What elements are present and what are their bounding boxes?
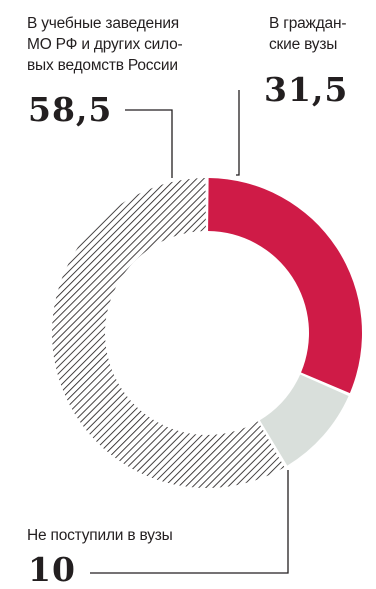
slice-value-civil: 31,5 — [264, 70, 349, 109]
label-line: Не поступили в вузы — [27, 527, 173, 544]
slice-value-military: 58,5 — [28, 90, 113, 129]
label-line: МО РФ и других сило- — [27, 36, 183, 53]
leader-line-military — [125, 109, 173, 178]
slice-label-military: В учебные заведения МО РФ и других сило-… — [27, 13, 183, 76]
leader-lines — [90, 90, 289, 574]
label-line: вых ведомств России — [27, 57, 178, 74]
label-line: ские вузы — [269, 36, 338, 53]
slice-civil — [208, 178, 362, 394]
leader-line-not-enrolled — [90, 470, 289, 574]
slice-not-enrolled — [259, 374, 349, 466]
slice-value-not-enrolled: 10 — [28, 550, 76, 589]
leader-line-civil — [236, 90, 240, 176]
donut-chart — [51, 90, 362, 574]
label-line: В граждан- — [269, 15, 347, 32]
donut-slices — [51, 178, 362, 489]
slice-military — [51, 178, 285, 489]
label-line: В учебные заведения — [27, 15, 179, 32]
slice-label-civil: В граждан- ские вузы — [269, 13, 346, 55]
slice-label-not-enrolled: Не поступили в вузы — [27, 525, 173, 546]
